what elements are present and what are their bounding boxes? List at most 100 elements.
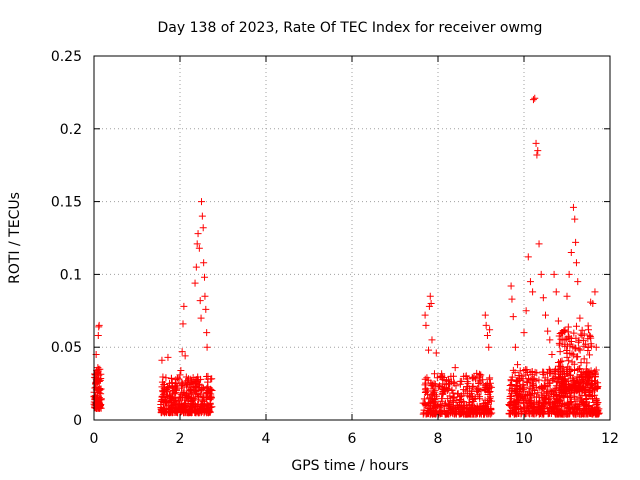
data-point	[529, 96, 537, 104]
x-axis-label: GPS time / hours	[291, 458, 408, 474]
data-point	[592, 366, 600, 374]
data-point	[577, 395, 585, 403]
data-point	[164, 353, 172, 361]
data-point	[184, 380, 192, 388]
data-point	[160, 399, 168, 407]
data-point	[191, 409, 199, 417]
data-point	[576, 346, 584, 354]
y-tick-label: 0.1	[60, 267, 82, 283]
data-point	[542, 311, 549, 319]
data-point	[554, 410, 562, 418]
y-tick-label: 0	[73, 413, 82, 429]
data-point	[446, 392, 454, 400]
data-point	[195, 386, 203, 394]
data-point	[523, 377, 531, 385]
data-point	[450, 378, 458, 386]
data-point	[508, 398, 516, 406]
data-point	[422, 379, 430, 387]
data-point	[585, 326, 592, 334]
data-point	[162, 374, 170, 382]
data-point	[187, 375, 195, 383]
data-point	[563, 353, 571, 361]
data-point	[511, 369, 519, 377]
data-point	[95, 321, 103, 329]
data-point	[201, 292, 209, 300]
data-point	[445, 401, 453, 409]
data-point	[536, 397, 544, 405]
data-point	[438, 373, 446, 381]
data-point	[541, 374, 549, 382]
data-point	[475, 393, 483, 401]
data-point	[527, 396, 535, 404]
data-point	[527, 403, 535, 411]
data-point	[457, 404, 465, 412]
data-point	[477, 387, 485, 395]
data-point	[548, 388, 556, 396]
data-point	[483, 332, 491, 340]
data-point	[486, 326, 494, 334]
data-point	[580, 355, 588, 363]
data-point	[434, 401, 442, 409]
data-point	[546, 386, 554, 394]
data-point	[434, 383, 442, 391]
data-point	[172, 380, 180, 388]
data-point	[485, 410, 493, 418]
data-point	[423, 374, 431, 382]
data-point	[198, 212, 206, 220]
data-point	[526, 278, 534, 286]
data-point	[465, 401, 473, 409]
data-point	[589, 300, 597, 308]
data-point	[577, 330, 585, 338]
data-point	[560, 394, 568, 402]
data-point	[424, 387, 432, 395]
data-point	[591, 370, 599, 378]
data-point	[456, 377, 464, 385]
data-point	[571, 410, 579, 418]
data-point	[565, 270, 573, 278]
data-point	[193, 377, 201, 385]
data-point	[426, 292, 434, 300]
data-point	[526, 385, 534, 393]
data-point	[178, 407, 186, 415]
data-point	[460, 390, 468, 398]
data-point	[557, 401, 565, 409]
data-point	[486, 379, 494, 387]
data-point	[592, 343, 600, 351]
data-point	[592, 397, 600, 405]
data-point	[573, 353, 581, 361]
data-point	[443, 384, 451, 392]
data-point	[167, 394, 175, 402]
data-point	[577, 371, 585, 379]
data-point	[419, 410, 427, 418]
data-point	[469, 374, 477, 382]
data-point	[438, 390, 446, 398]
data-point	[429, 399, 437, 407]
data-point	[431, 394, 439, 402]
data-point	[197, 409, 205, 417]
data-point	[560, 327, 568, 335]
data-point	[167, 374, 175, 382]
data-point	[573, 397, 581, 405]
data-point	[535, 376, 543, 384]
y-tick-label: 0.15	[51, 195, 82, 211]
data-point	[172, 388, 180, 396]
data-point	[468, 396, 476, 404]
data-point	[161, 397, 169, 405]
data-point	[486, 393, 494, 401]
data-point	[536, 384, 544, 392]
data-point	[193, 240, 201, 248]
data-point	[475, 406, 483, 414]
data-point	[168, 401, 176, 409]
data-point	[515, 372, 523, 380]
data-point	[205, 390, 213, 398]
data-point	[205, 408, 213, 416]
data-point	[512, 381, 520, 389]
data-point	[202, 305, 210, 313]
data-point	[422, 321, 430, 329]
data-point	[96, 385, 104, 393]
data-point	[577, 359, 585, 367]
data-point	[469, 410, 477, 418]
x-tick-label: 10	[515, 431, 533, 447]
x-tick-label: 0	[90, 431, 99, 447]
